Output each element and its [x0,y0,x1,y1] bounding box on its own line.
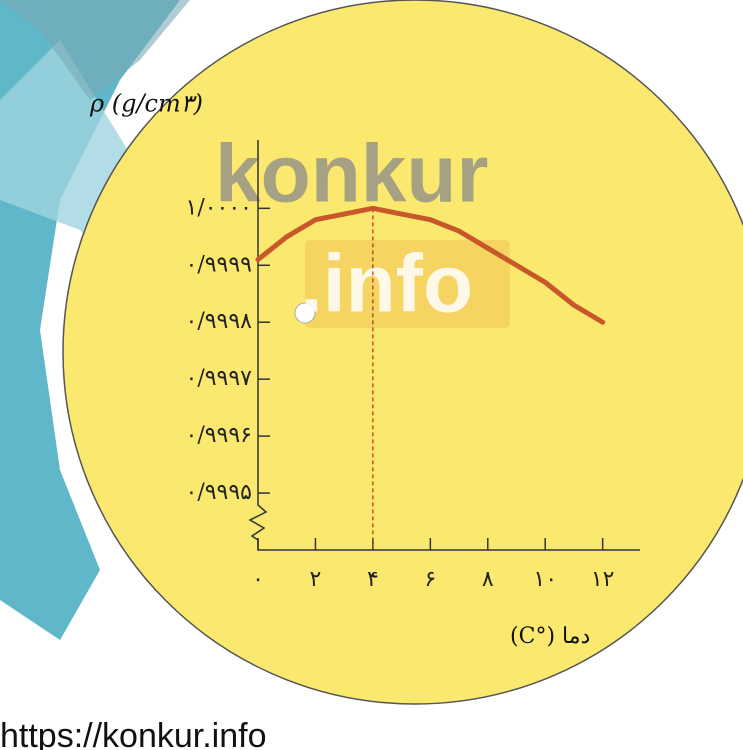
chart: konkur .info ρ (g/cm۳) دما (°C) ۰/۹۹۹۵ ۰/… [0,0,743,750]
x-tick-label: ۶ [424,567,436,592]
x-tick-label: ۰ [252,567,264,592]
y-tick-label: ۰/۹۹۹۵ [186,480,253,505]
x-tick-label: ۲ [310,567,322,592]
y-tick-label: ۱/۰۰۰۰ [186,195,253,220]
url: https://konkur.info [0,717,267,750]
y-tick-label: ۰/۹۹۹۹ [186,252,253,277]
page: {"chart_data": {"type": "line", "y_label… [0,0,743,750]
x-tick-label: ۱۰ [533,567,557,592]
watermark-domain: .info [300,239,473,330]
x-tick-label: ۴ [367,567,379,592]
y-tick-label: ۰/۹۹۹۷ [186,366,253,391]
y-tick-label: ۰/۹۹۹۸ [186,309,253,334]
x-tick-label: ۸ [482,567,494,592]
x-axis-label: دما (°C) [510,624,590,649]
y-axis-label: ρ (g/cm۳) [89,90,203,118]
watermark-brand: konkur [215,129,488,220]
y-tick-label: ۰/۹۹۹۶ [186,423,253,448]
x-tick-label: ۱۲ [591,567,615,592]
